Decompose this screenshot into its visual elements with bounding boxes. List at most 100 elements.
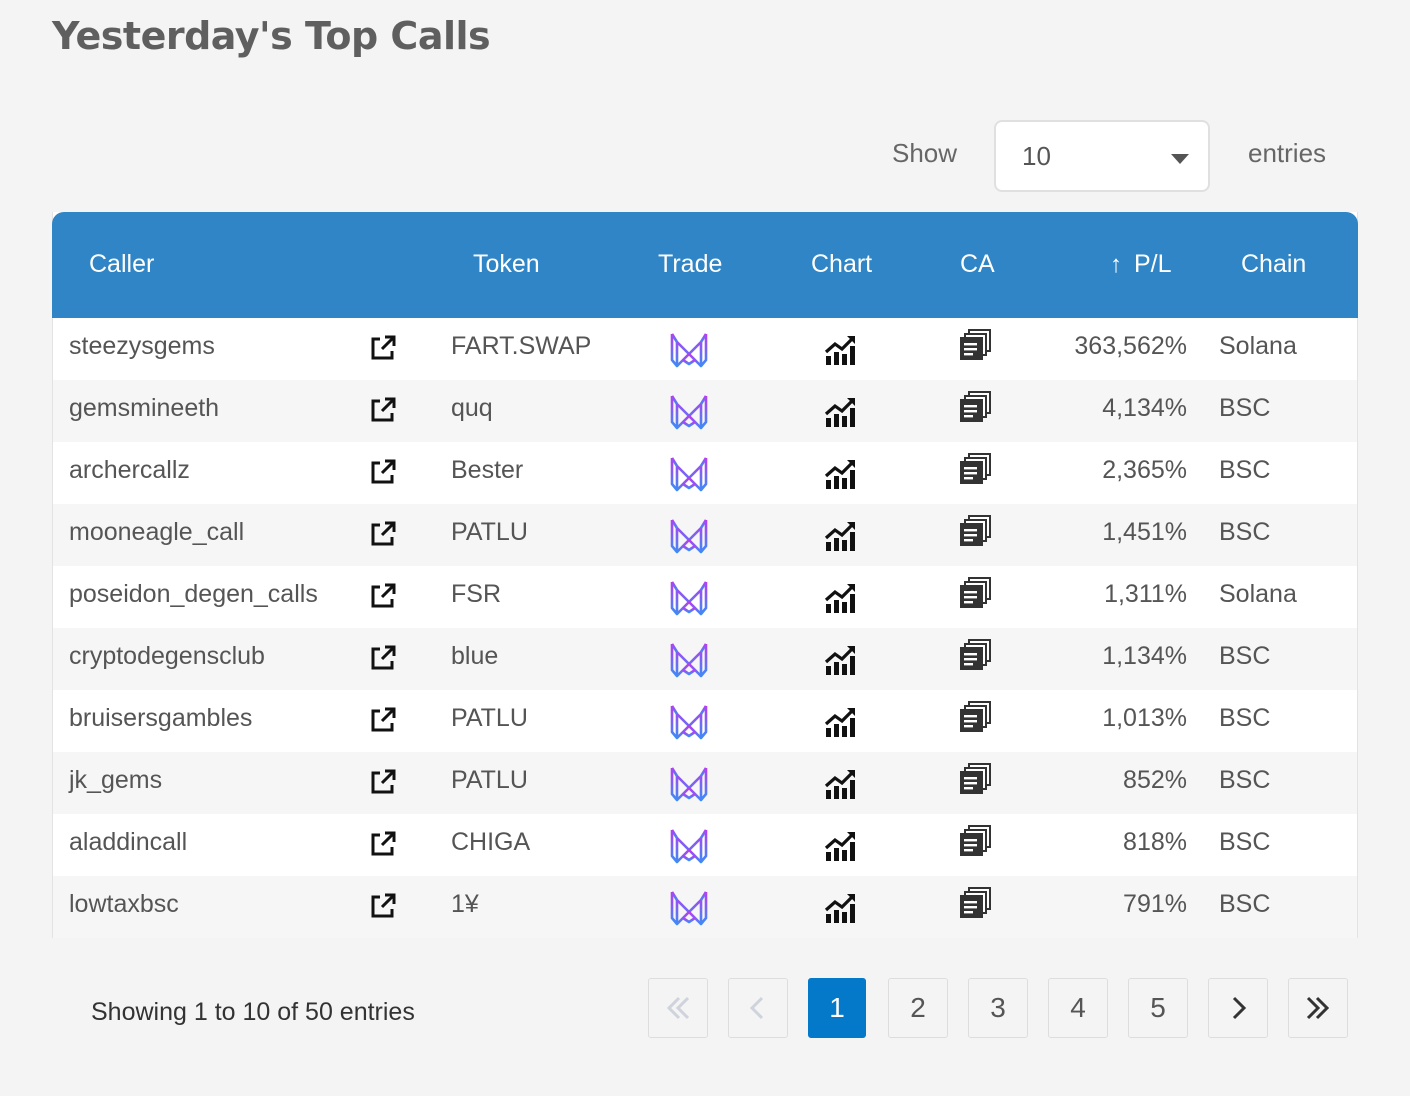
chain-name: BSC — [1219, 766, 1271, 794]
column-header-trade[interactable]: Trade — [658, 250, 723, 278]
external-link-icon[interactable] — [369, 396, 397, 429]
chain-name: BSC — [1219, 704, 1271, 732]
token-name: quq — [451, 394, 493, 422]
table-row: mooneagle_call PATLU 1,451% BSC — [53, 504, 1357, 566]
chain-name: BSC — [1219, 642, 1271, 670]
calls-table: Caller Token Trade Chart CA ↑ P/L Chain s… — [52, 212, 1358, 938]
page-button-5[interactable]: 5 — [1128, 978, 1188, 1038]
chart-icon[interactable] — [824, 642, 858, 681]
chart-icon[interactable] — [824, 766, 858, 805]
column-header-token[interactable]: Token — [473, 250, 540, 278]
external-link-icon[interactable] — [369, 644, 397, 677]
token-name: 1¥ — [451, 890, 479, 918]
copy-contract-address-icon[interactable] — [959, 452, 993, 491]
entries-per-page-select[interactable]: 10 — [994, 120, 1210, 192]
external-link-icon[interactable] — [369, 706, 397, 739]
table-row: cryptodegensclub blue 1,134% BSC — [53, 628, 1357, 690]
page-button-2[interactable]: 2 — [888, 978, 948, 1038]
token-name: PATLU — [451, 704, 528, 732]
caller-name: archercallz — [69, 456, 190, 484]
trade-icon[interactable] — [669, 516, 709, 559]
previous-page-button[interactable] — [728, 978, 788, 1038]
page-button-1[interactable]: 1 — [808, 978, 866, 1038]
pl-value: 2,365% — [1102, 456, 1187, 484]
copy-contract-address-icon[interactable] — [959, 328, 993, 367]
external-link-icon[interactable] — [369, 892, 397, 925]
external-link-icon[interactable] — [369, 334, 397, 367]
chart-icon[interactable] — [824, 828, 858, 867]
external-link-icon[interactable] — [369, 520, 397, 553]
external-link-icon[interactable] — [369, 458, 397, 491]
last-page-button[interactable] — [1288, 978, 1348, 1038]
token-name: FSR — [451, 580, 501, 608]
column-header-pl-label: P/L — [1134, 250, 1172, 278]
table-row: steezysgems FART.SWAP 363,562% Solana — [53, 318, 1357, 380]
page-title: Yesterday's Top Calls — [52, 14, 491, 58]
trade-icon[interactable] — [669, 454, 709, 497]
caller-name: jk_gems — [69, 766, 163, 794]
column-header-caller[interactable]: Caller — [89, 250, 155, 278]
entries-per-page-value: 10 — [1022, 141, 1051, 171]
trade-icon[interactable] — [669, 330, 709, 373]
first-page-button[interactable] — [648, 978, 708, 1038]
pl-value: 363,562% — [1074, 332, 1187, 360]
copy-contract-address-icon[interactable] — [959, 576, 993, 615]
chart-icon[interactable] — [824, 518, 858, 557]
copy-contract-address-icon[interactable] — [959, 390, 993, 429]
table-row: lowtaxbsc 1¥ 791% BSC — [53, 876, 1357, 938]
chart-icon[interactable] — [824, 332, 858, 371]
chart-icon[interactable] — [824, 580, 858, 619]
table-row: archercallz Bester 2,365% BSC — [53, 442, 1357, 504]
chart-icon[interactable] — [824, 704, 858, 743]
trade-icon[interactable] — [669, 826, 709, 869]
pl-value: 818% — [1123, 828, 1187, 856]
external-link-icon[interactable] — [369, 582, 397, 615]
copy-contract-address-icon[interactable] — [959, 514, 993, 553]
column-header-ca[interactable]: CA — [960, 250, 995, 278]
trade-icon[interactable] — [669, 702, 709, 745]
trade-icon[interactable] — [669, 640, 709, 683]
table-body: steezysgems FART.SWAP 363,562% Solana gemsmi… — [53, 318, 1357, 938]
copy-contract-address-icon[interactable] — [959, 638, 993, 677]
column-header-chart[interactable]: Chart — [811, 250, 873, 278]
copy-contract-address-icon[interactable] — [959, 762, 993, 801]
chart-icon[interactable] — [824, 394, 858, 433]
pl-value: 1,134% — [1102, 642, 1187, 670]
chart-icon[interactable] — [824, 456, 858, 495]
caller-name: lowtaxbsc — [69, 890, 179, 918]
column-header-chain[interactable]: Chain — [1241, 250, 1307, 278]
column-header-pl[interactable]: ↑ P/L — [1110, 250, 1172, 279]
pl-value: 1,013% — [1102, 704, 1187, 732]
pl-value: 1,311% — [1104, 580, 1187, 608]
sort-ascending-icon: ↑ — [1110, 251, 1122, 278]
chevron-right-icon — [1232, 996, 1247, 1020]
chart-icon[interactable] — [824, 890, 858, 929]
trade-icon[interactable] — [669, 578, 709, 621]
page-button-4[interactable]: 4 — [1048, 978, 1108, 1038]
trade-icon[interactable] — [669, 888, 709, 931]
page-button-3[interactable]: 3 — [968, 978, 1028, 1038]
table-info: Showing 1 to 10 of 50 entries — [91, 998, 415, 1026]
show-label: Show — [892, 138, 958, 168]
chain-name: BSC — [1219, 828, 1271, 856]
external-link-icon[interactable] — [369, 830, 397, 863]
caller-name: steezysgems — [69, 332, 215, 360]
caller-name: aladdincall — [69, 828, 188, 856]
trade-icon[interactable] — [669, 764, 709, 807]
table-row: poseidon_degen_calls FSR 1,311% Solana — [53, 566, 1357, 628]
caller-name: cryptodegensclub — [69, 642, 265, 670]
external-link-icon[interactable] — [369, 768, 397, 801]
chain-name: Solana — [1219, 580, 1297, 608]
pl-value: 791% — [1123, 890, 1187, 918]
chain-name: BSC — [1219, 456, 1271, 484]
copy-contract-address-icon[interactable] — [959, 700, 993, 739]
next-page-button[interactable] — [1208, 978, 1268, 1038]
table-row: gemsmineeth quq 4,134% BSC — [53, 380, 1357, 442]
copy-contract-address-icon[interactable] — [959, 824, 993, 863]
copy-contract-address-icon[interactable] — [959, 886, 993, 925]
caller-name: poseidon_degen_calls — [69, 580, 318, 608]
table-row: bruisersgambles PATLU 1,013% BSC — [53, 690, 1357, 752]
pl-value: 1,451% — [1102, 518, 1187, 546]
trade-icon[interactable] — [669, 392, 709, 435]
token-name: PATLU — [451, 518, 528, 546]
